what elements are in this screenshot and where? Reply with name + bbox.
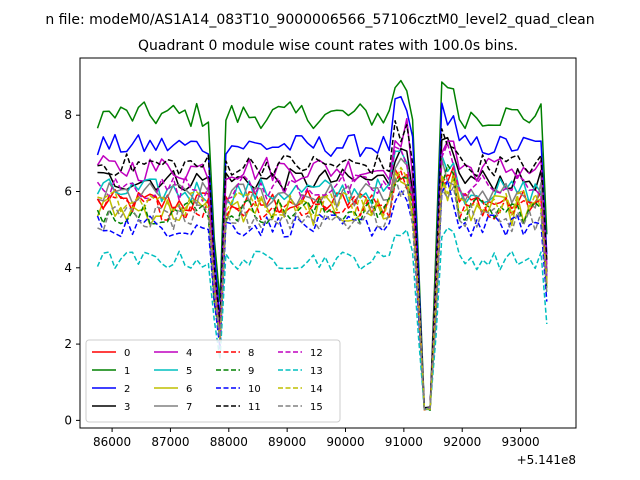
legend-label-7: 7 xyxy=(186,402,192,413)
legend-label-12: 12 xyxy=(310,348,323,359)
series-line-6 xyxy=(96,171,548,411)
y-tick-label: 8 xyxy=(64,108,72,122)
series-line-7 xyxy=(97,157,548,410)
series-line-9 xyxy=(96,164,548,411)
legend-label-6: 6 xyxy=(186,384,192,395)
legend-label-8: 8 xyxy=(248,348,254,359)
legend-label-2: 2 xyxy=(124,384,130,395)
y-tick-label: 0 xyxy=(64,413,72,427)
x-offset-label: +5.141e8 xyxy=(517,453,576,467)
legend-label-14: 14 xyxy=(310,384,323,395)
series-line-10 xyxy=(96,180,548,410)
x-tick-label: 93000 xyxy=(501,435,539,449)
legend-box xyxy=(85,339,341,423)
x-tick-label: 87000 xyxy=(151,435,189,449)
x-tick-label: 89000 xyxy=(268,435,306,449)
axes-layer: 86000 87000 88000 89000 90000 91000 92000 93000… xyxy=(64,108,539,449)
x-tick-label: 88000 xyxy=(210,435,248,449)
legend-label-11: 11 xyxy=(248,402,261,413)
legend-label-15: 15 xyxy=(310,402,323,413)
x-tick-label: 90000 xyxy=(326,435,364,449)
x-tick-label: 92000 xyxy=(443,435,481,449)
series-line-1 xyxy=(96,79,548,410)
chart-title: Quadrant 0 module wise count rates with … xyxy=(138,38,518,54)
legend-label-3: 3 xyxy=(124,402,130,413)
x-tick-label: 86000 xyxy=(93,435,131,449)
y-tick-label: 6 xyxy=(64,185,72,199)
series-line-4 xyxy=(96,117,548,411)
series-line-12 xyxy=(96,143,548,411)
series-line-15 xyxy=(97,176,548,411)
series-layer xyxy=(96,79,548,411)
series-line-13 xyxy=(96,227,548,410)
series-line-2 xyxy=(96,95,548,410)
y-tick-label: 4 xyxy=(64,261,72,275)
series-line-11 xyxy=(97,120,548,409)
figure-suptitle: n file: modeM0/AS1A14_083T10_9000006566_… xyxy=(45,12,594,28)
y-tick-label: 2 xyxy=(64,337,72,351)
legend-label-5: 5 xyxy=(186,366,192,377)
legend-label-4: 4 xyxy=(186,348,192,359)
legend-label-10: 10 xyxy=(248,384,261,395)
series-line-14 xyxy=(97,166,548,411)
legend-label-1: 1 xyxy=(124,366,130,377)
legend-label-9: 9 xyxy=(248,366,254,377)
x-tick-label: 91000 xyxy=(385,435,423,449)
legend-label-0: 0 xyxy=(124,348,130,359)
legend-label-13: 13 xyxy=(310,366,323,377)
plot-area-frame xyxy=(79,57,577,429)
